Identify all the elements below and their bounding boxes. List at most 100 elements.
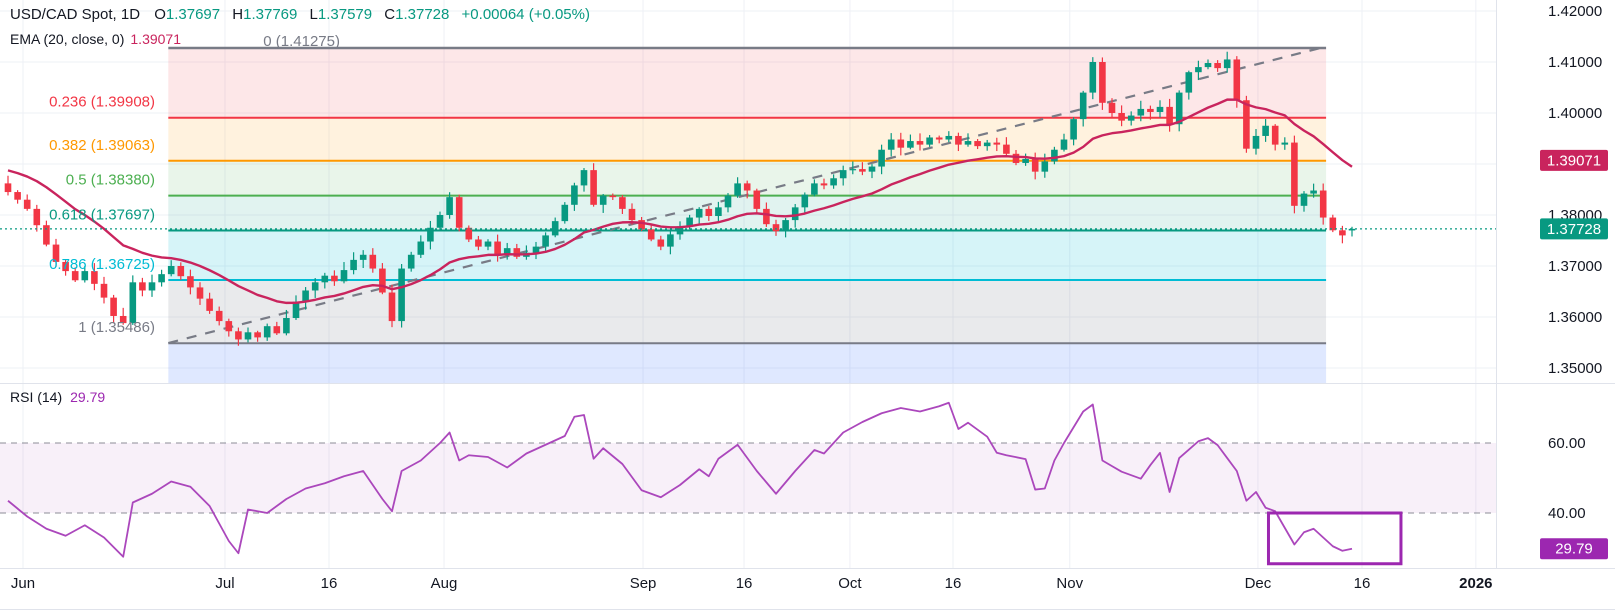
- tick-label: 1.37728: [1547, 221, 1601, 238]
- candle: [158, 269, 165, 287]
- candle: [359, 250, 367, 269]
- rsi-legend: RSI (14) 29.79: [10, 389, 105, 405]
- candle: [1166, 98, 1173, 132]
- candle: [215, 306, 223, 326]
- candle: [1310, 183, 1317, 198]
- candle: [878, 144, 885, 175]
- rsi-label: RSI (14): [10, 389, 63, 405]
- tick-label: Aug: [431, 575, 458, 592]
- tick-label: 2026: [1459, 575, 1492, 592]
- ema-price-badge[interactable]: 1.39071: [1540, 149, 1608, 171]
- candle: [187, 269, 194, 295]
- tick-label: 16: [321, 575, 338, 592]
- candle: [1127, 111, 1135, 126]
- current-price-badge[interactable]: 1.37728: [1540, 218, 1608, 240]
- candle: [1108, 98, 1116, 118]
- low-value: 1.37579: [317, 6, 373, 23]
- candle: [71, 267, 79, 282]
- candle: [983, 139, 991, 151]
- candle: [1271, 124, 1279, 151]
- ema-value: 1.39071: [130, 31, 181, 47]
- candle: [657, 235, 665, 251]
- candle: [148, 274, 156, 297]
- candle: [503, 242, 511, 260]
- candle: [62, 259, 69, 276]
- candle: [1195, 60, 1202, 81]
- candle: [302, 287, 309, 310]
- candle: [292, 295, 300, 320]
- candle: [1252, 129, 1260, 155]
- candle: [580, 168, 588, 192]
- candle: [667, 230, 674, 255]
- trend[interactable]: [168, 46, 1321, 345]
- candle: [753, 188, 761, 214]
- tick-label: 16: [1354, 575, 1371, 592]
- candle: [974, 138, 981, 150]
- candle: [532, 241, 540, 260]
- candle: [619, 195, 626, 215]
- tick-label: 1.37000: [1548, 258, 1602, 275]
- candle: [1070, 117, 1077, 146]
- time-axis[interactable]: Jun Jul 16 Aug Sep 16 Oct 16 Nov Dec 16 2026: [11, 575, 1493, 592]
- ema-label: EMA (20, close, 0): [10, 31, 125, 47]
- candle: [417, 235, 425, 258]
- tick-label: 0.236 (1.39908): [49, 94, 155, 111]
- candle: [196, 282, 204, 305]
- ema-line[interactable]: [7, 98, 1353, 305]
- candle: [177, 262, 185, 280]
- symbol-legend: USD/CAD Spot, 1D O1.37697 H1.37769 L1.37…: [10, 6, 590, 23]
- candle: [436, 211, 444, 231]
- candle: [513, 243, 521, 259]
- trendline[interactable]: [168, 46, 1321, 345]
- candle: [964, 133, 972, 147]
- candle: [1185, 70, 1193, 100]
- candle: [1156, 100, 1164, 118]
- candle: [897, 132, 905, 156]
- candle: [1060, 133, 1068, 152]
- candle: [321, 272, 329, 289]
- rsi-value-badge[interactable]: 29.79: [1540, 538, 1608, 560]
- candle: [647, 225, 655, 242]
- candle: [110, 294, 117, 324]
- candle: [340, 262, 348, 284]
- candle: [830, 174, 837, 189]
- fib-labels: 0 (1.41275) 0.236 (1.39908) 0.382 (1.39063…: [49, 33, 340, 336]
- candle: [129, 275, 137, 325]
- tick-label: Jul: [215, 575, 234, 592]
- rsi-pane[interactable]: [0, 401, 1496, 566]
- ema[interactable]: [7, 98, 1353, 305]
- candle: [283, 309, 290, 336]
- rsi-highlight-box[interactable]: [1266, 511, 1403, 566]
- low-label: L: [309, 6, 318, 23]
- candle: [475, 235, 482, 251]
- candle: [91, 263, 98, 291]
- candle: [244, 327, 252, 343]
- tick-label: Dec: [1245, 575, 1272, 592]
- candle: [926, 134, 933, 147]
- candle: [801, 192, 809, 214]
- candle: [455, 194, 463, 232]
- candle: [734, 177, 741, 198]
- candle: [1319, 183, 1327, 225]
- gridlines: [0, 0, 1496, 568]
- candle: [119, 307, 127, 325]
- price-axis[interactable]: 1.420001.410001.400001.380001.370001.360…: [1540, 3, 1608, 560]
- candle: [1118, 105, 1125, 127]
- candle: [1300, 191, 1308, 212]
- candle: [782, 217, 789, 238]
- tick-label: 1.42000: [1548, 3, 1602, 20]
- open-label: O: [154, 6, 166, 23]
- high-value: 1.37769: [243, 6, 298, 23]
- candle: [839, 165, 847, 186]
- candle: [887, 133, 895, 157]
- candle: [993, 137, 1001, 152]
- fib-zone-0: [168, 47, 1327, 118]
- candle: [1223, 51, 1231, 73]
- candle: [100, 276, 108, 304]
- candle: [427, 220, 434, 250]
- candle: [331, 270, 338, 286]
- candle: [1262, 119, 1269, 142]
- tick-label: 1.35000: [1548, 360, 1602, 377]
- candle: [609, 193, 617, 200]
